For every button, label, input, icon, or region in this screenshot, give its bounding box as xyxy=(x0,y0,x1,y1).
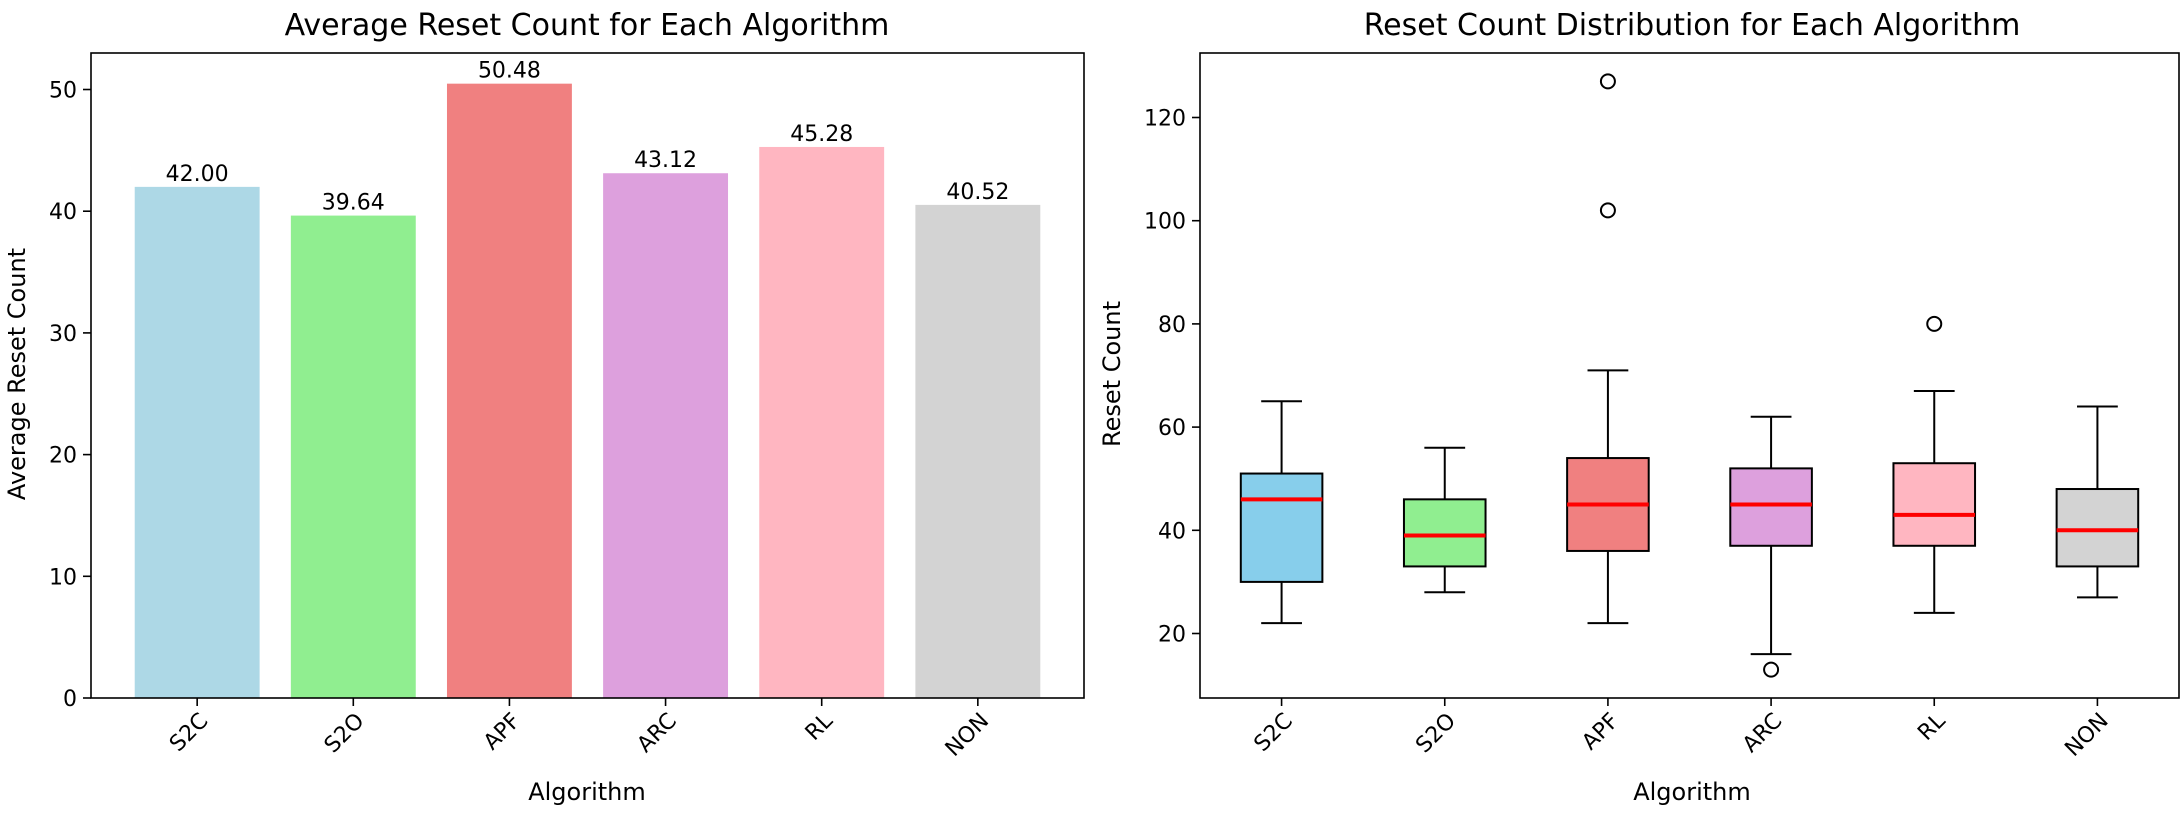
bar xyxy=(915,204,1041,698)
outlier-point xyxy=(1763,661,1780,678)
y-tick-label: 100 xyxy=(1144,210,1186,235)
y-tick-label: 30 xyxy=(49,322,77,347)
bar-chart-plot-area: 42.00 39.64 50.48 43.12 45.28 40.52 0 10 20 30 40 5… xyxy=(49,59,1041,762)
outlier-point xyxy=(1599,202,1616,219)
box xyxy=(1892,462,1977,547)
outlier-point xyxy=(1599,73,1616,90)
y-tick-label: 40 xyxy=(1158,519,1186,544)
box-plot-title: Reset Count Distribution for Each Algori… xyxy=(1364,8,2021,43)
box-plot-item xyxy=(1729,415,1813,678)
box xyxy=(1402,498,1487,568)
y-tick-label: 20 xyxy=(49,444,77,469)
box xyxy=(1729,467,1813,547)
box-plot-item xyxy=(1239,400,1324,625)
bar-value-label: 40.52 xyxy=(946,180,1009,205)
y-tick-label: 60 xyxy=(1158,416,1186,441)
x-tick-label: NON xyxy=(941,709,994,762)
x-tick-label: APF xyxy=(1578,709,1625,756)
box-plot-item xyxy=(2055,405,2140,599)
bar xyxy=(759,146,885,699)
x-tick-label: S2O xyxy=(320,709,370,759)
bar xyxy=(603,173,729,698)
box-plot-item xyxy=(1402,446,1487,594)
bar-value-label: 43.12 xyxy=(634,148,697,173)
box xyxy=(2055,488,2140,568)
bar-chart-ylabel: Average Reset Count xyxy=(3,248,31,500)
x-tick-label: NON xyxy=(2060,709,2113,762)
x-tick-label: S2C xyxy=(1250,709,1298,757)
box-plot-plot-area: 20 40 60 80 100 120 S2C S2O APF ARC RL NON xyxy=(1144,73,2140,762)
bar xyxy=(446,83,572,699)
box-plot-xlabel: Algorithm xyxy=(1633,778,1751,806)
bar-chart-frame xyxy=(90,52,1085,699)
y-tick-label: 120 xyxy=(1144,107,1186,132)
bar-value-label: 42.00 xyxy=(166,162,229,187)
x-tick-label: APF xyxy=(479,709,526,756)
x-tick-label: ARC xyxy=(1738,709,1787,758)
box-plot-item xyxy=(1892,315,1977,614)
y-tick-label: 0 xyxy=(63,687,77,712)
y-tick-label: 80 xyxy=(1158,313,1186,338)
bar-value-label: 39.64 xyxy=(322,191,385,216)
y-tick-label: 10 xyxy=(49,565,77,590)
x-tick-label: S2O xyxy=(1411,709,1461,759)
box-plot-panel: Reset Count Distribution for Each Algori… xyxy=(1098,8,2180,806)
box-plot-item xyxy=(1566,73,1650,625)
x-tick-label: RL xyxy=(1913,708,1951,746)
x-tick-label: ARC xyxy=(633,709,682,758)
bar xyxy=(290,215,416,698)
outlier-point xyxy=(1926,315,1943,332)
x-tick-label: RL xyxy=(801,708,839,746)
bar-chart-xlabel: Algorithm xyxy=(528,778,646,806)
box-plot-ylabel: Reset Count xyxy=(1098,301,1126,447)
bar-value-label: 45.28 xyxy=(790,122,853,147)
bar-chart-panel: Average Reset Count for Each Algorithm A… xyxy=(3,8,1085,806)
y-tick-label: 20 xyxy=(1158,623,1186,648)
bar-chart-title: Average Reset Count for Each Algorithm xyxy=(285,8,890,43)
bar xyxy=(134,186,260,698)
x-tick-label: S2C xyxy=(165,709,213,757)
y-tick-label: 50 xyxy=(49,79,77,104)
box xyxy=(1239,472,1324,583)
bar-value-label: 50.48 xyxy=(478,59,541,84)
y-tick-label: 40 xyxy=(49,200,77,225)
box-plot-frame xyxy=(1199,52,2180,699)
